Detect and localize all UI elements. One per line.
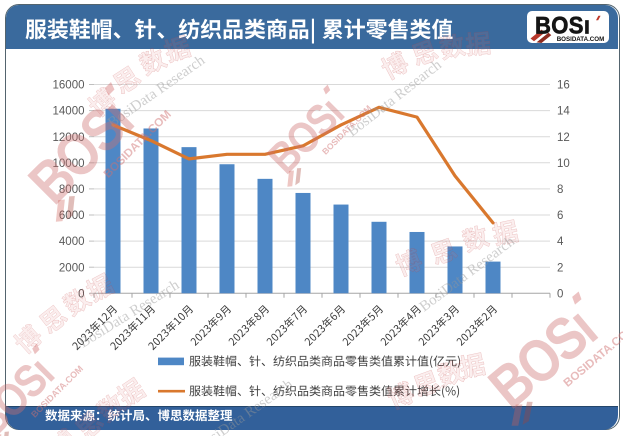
svg-text:6000: 6000: [59, 210, 85, 222]
svg-text:2: 2: [557, 262, 563, 274]
svg-text:2000: 2000: [59, 262, 85, 274]
svg-text:14000: 14000: [53, 106, 85, 118]
svg-text:BOSIDATA.COM: BOSIDATA.COM: [557, 36, 605, 43]
svg-text:12: 12: [557, 132, 570, 144]
svg-text:BOSı: BOSı: [535, 12, 590, 39]
svg-text:10: 10: [557, 158, 570, 170]
svg-text:4: 4: [557, 236, 564, 248]
svg-text:16000: 16000: [53, 80, 85, 92]
svg-text:10000: 10000: [53, 158, 85, 170]
svg-text:6: 6: [557, 210, 563, 222]
svg-text:14: 14: [557, 106, 570, 118]
svg-text:8000: 8000: [59, 184, 85, 196]
svg-text:8: 8: [557, 184, 563, 196]
svg-text:0: 0: [557, 288, 563, 300]
svg-text:0: 0: [78, 288, 84, 300]
svg-text:12000: 12000: [53, 132, 85, 144]
svg-text:4000: 4000: [59, 236, 85, 248]
svg-text:16: 16: [557, 80, 570, 92]
